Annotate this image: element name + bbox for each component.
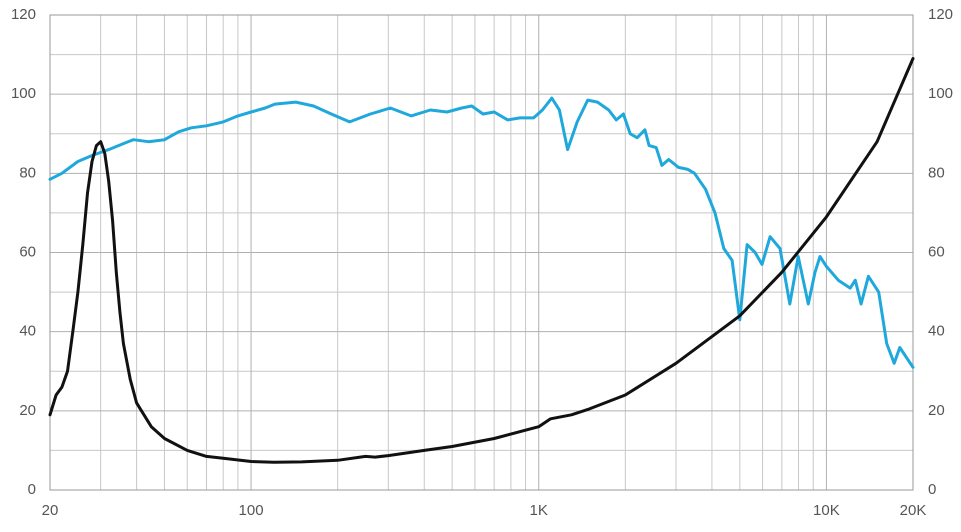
y2-tick-label: 0 — [928, 481, 936, 498]
line-series — [48, 96, 915, 369]
plot-frame — [49, 14, 914, 491]
x-tick-label: 20 — [42, 502, 59, 519]
y-tick-label: 20 — [19, 402, 36, 419]
y-tick-label: 40 — [19, 323, 36, 340]
y2-tick-label: 80 — [928, 164, 945, 181]
x-tick-label: 1K — [530, 502, 548, 519]
y-tick-label: 120 — [11, 6, 36, 23]
y2-tick-label: 60 — [928, 243, 945, 260]
y-tick-label: 100 — [11, 85, 36, 102]
line-series — [48, 57, 915, 464]
x-tick-label: 100 — [239, 502, 264, 519]
x-tick-label: 10K — [813, 502, 840, 519]
y2-tick-label: 20 — [928, 402, 945, 419]
y-tick-label: 60 — [19, 243, 36, 260]
y2-tick-label: 40 — [928, 323, 945, 340]
y2-tick-label: 120 — [928, 6, 953, 23]
x-tick-label: 20K — [900, 502, 927, 519]
y-tick-label: 0 — [28, 481, 36, 498]
y-tick-label: 80 — [19, 164, 36, 181]
y2-tick-label: 100 — [928, 85, 953, 102]
